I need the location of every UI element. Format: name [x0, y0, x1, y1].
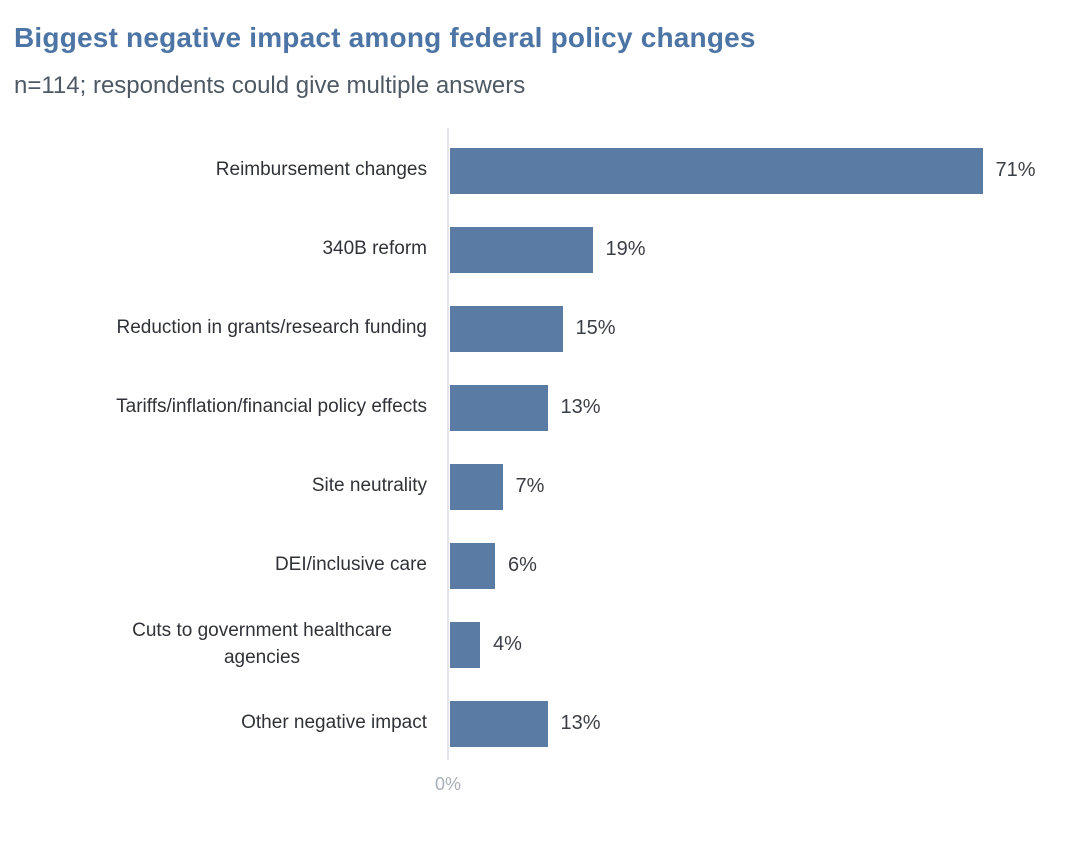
value-label: 13%	[560, 712, 601, 734]
bar	[450, 542, 495, 589]
bar	[450, 226, 593, 273]
category-label: Site neutrality	[311, 475, 427, 497]
y-axis-line	[447, 128, 449, 760]
value-label: 15%	[575, 317, 616, 339]
value-label: 6%	[508, 554, 537, 576]
value-label: 19%	[605, 238, 646, 260]
category-label: Cuts to government healthcare agencies	[132, 620, 392, 668]
category-label: Reimbursement changes	[215, 159, 427, 181]
bar-row: Reimbursement changes 71%	[0, 131, 1088, 210]
category-label: DEI/inclusive care	[274, 554, 427, 576]
value-label: 71%	[995, 159, 1036, 181]
category-label: 340B reform	[322, 238, 427, 260]
bar-row: DEI/inclusive care 6%	[0, 526, 1088, 605]
bar	[450, 384, 548, 431]
value-label: 13%	[560, 396, 601, 418]
chart-title: Biggest negative impact among federal po…	[14, 22, 756, 53]
bar-row: Site neutrality 7%	[0, 447, 1088, 526]
bar-row: Reduction in grants/research funding 15%	[0, 289, 1088, 368]
bar	[450, 621, 480, 668]
bar	[450, 463, 503, 510]
bar-row: Other negative impact 13%	[0, 684, 1088, 763]
bar	[450, 305, 563, 352]
bar-row: 340B reform 19%	[0, 210, 1088, 289]
value-label: 7%	[515, 475, 545, 497]
bar	[450, 147, 983, 194]
category-label: Reduction in grants/research funding	[116, 317, 427, 339]
bar-chart: Reimbursement changes 71% 340B reform 19% Re…	[0, 128, 1088, 828]
bar-row: Cuts to government healthcare agencies 4%	[0, 605, 1088, 684]
category-label: Other negative impact	[241, 712, 427, 734]
bar-rows: Reimbursement changes 71% 340B reform 19% Re…	[0, 131, 1088, 763]
chart-subtitle: n=114; respondents could give multiple a…	[14, 72, 526, 99]
bar	[450, 700, 548, 747]
category-label: Tariffs/inflation/financial policy effec…	[116, 396, 427, 418]
bar-row: Tariffs/inflation/financial policy effec…	[0, 368, 1088, 447]
value-label: 4%	[493, 633, 522, 655]
x-axis-tick-label: 0%	[434, 774, 461, 794]
